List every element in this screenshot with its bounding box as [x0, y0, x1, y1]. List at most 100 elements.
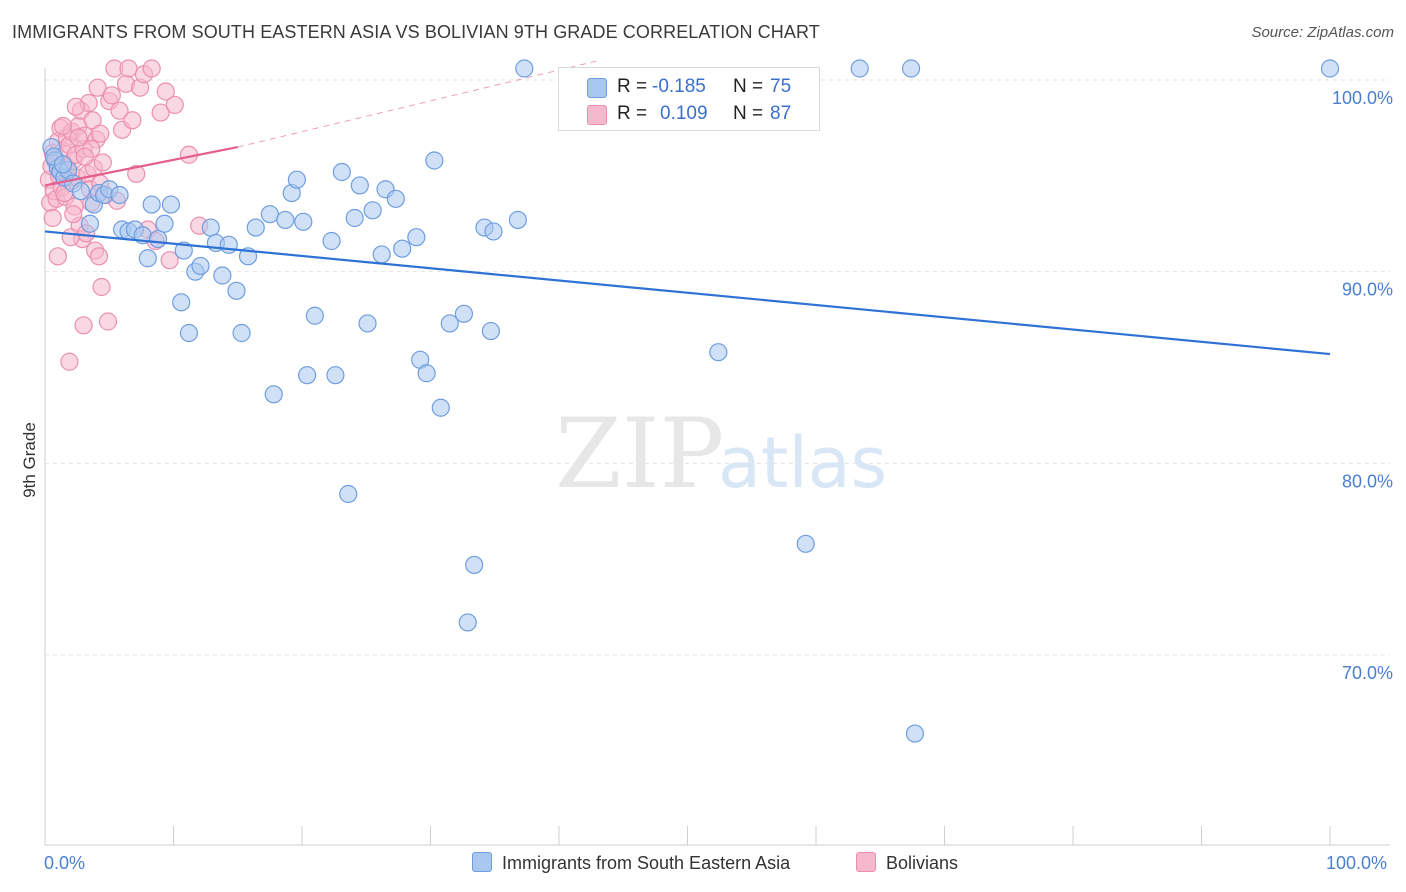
sea-point	[179, 323, 199, 343]
y-tick-label: 70.0%	[1342, 663, 1393, 683]
sea-point	[294, 212, 313, 231]
sea-point	[481, 321, 500, 341]
sea-point	[372, 245, 391, 264]
watermark: ZIP atlas	[555, 398, 887, 510]
bolivians-point	[53, 116, 73, 136]
sea-point	[350, 176, 369, 195]
sea-point	[407, 228, 426, 247]
sea-point	[227, 281, 246, 300]
legend-n-value: 87	[770, 103, 792, 124]
sea-point	[393, 239, 412, 258]
sea-point	[465, 555, 484, 575]
bolivians-point	[60, 352, 79, 371]
bolivians-point	[110, 101, 129, 120]
sea-point	[358, 314, 377, 333]
sea-point	[709, 343, 728, 362]
bolivians-point	[156, 82, 175, 101]
bolivians-point	[123, 111, 142, 130]
bottom-legend-sea: Immigrants from South Eastern Asia	[472, 852, 790, 874]
sea-trend-line	[44, 230, 1331, 356]
legend-n-label: N =	[733, 76, 764, 97]
sea-point	[219, 235, 238, 254]
sea-point	[431, 398, 450, 417]
sea-point	[454, 304, 474, 323]
y-tick-label: 80.0%	[1342, 471, 1393, 491]
sea-point	[287, 170, 306, 189]
sea-point	[142, 195, 161, 214]
bottom-legend-label-sea: Immigrants from South Eastern Asia	[502, 853, 791, 873]
trend-lines	[44, 60, 1331, 356]
bolivians-point	[102, 86, 121, 105]
sea-point	[276, 210, 295, 230]
axis-layer	[44, 68, 1390, 846]
bolivians-point	[48, 247, 67, 266]
bolivians-point	[91, 124, 110, 143]
legend-swatch-sea	[587, 78, 607, 98]
bolivians-point	[142, 59, 161, 78]
sea-point	[515, 59, 534, 78]
watermark-atlas: atlas	[718, 422, 887, 504]
bolivians-point	[61, 228, 80, 247]
legend-row-bolivians: R = 0.109 N = 87	[559, 100, 819, 128]
bolivians-point	[89, 247, 109, 266]
chart-title: IMMIGRANTS FROM SOUTH EASTERN ASIA VS BO…	[12, 22, 820, 42]
bolivians-point	[43, 208, 62, 228]
sea-point	[155, 214, 174, 233]
bolivians-trend-line	[44, 146, 238, 187]
sea-point	[246, 218, 265, 237]
y-axis-label: 9th Grade	[20, 422, 39, 498]
sea-point	[345, 208, 364, 228]
sea-point	[322, 231, 341, 251]
sea-point	[161, 195, 181, 214]
bolivians-point	[160, 251, 179, 270]
sea-point	[80, 214, 100, 233]
stats-legend: R = -0.185 N = 75 R = 0.109 N = 87	[558, 67, 820, 131]
legend-swatch-bolivians	[587, 105, 607, 125]
sea-point	[508, 210, 527, 230]
sea-point	[326, 366, 345, 385]
sea-point	[264, 385, 283, 404]
sea-point	[110, 185, 129, 205]
y-tick-labels: 70.0% 80.0% 90.0% 100.0%	[1332, 88, 1393, 683]
bottom-legend-bolivians: Bolivians	[856, 852, 958, 874]
sea-point	[363, 201, 382, 220]
sea-point	[260, 205, 279, 224]
sea-point	[850, 59, 869, 78]
sea-point	[174, 241, 193, 260]
bolivians-point	[69, 128, 88, 147]
legend-r-label: R =	[617, 103, 648, 124]
bolivians-point	[151, 103, 170, 122]
sea-point	[53, 155, 73, 174]
sea-point	[232, 323, 251, 343]
bolivians-point	[83, 111, 102, 130]
bottom-legend-swatch-bolivians	[856, 852, 876, 872]
sea-point	[298, 366, 317, 385]
bolivians-point	[93, 153, 112, 172]
source-label: Source: ZipAtlas.com	[1251, 24, 1394, 41]
sea-point	[386, 189, 405, 208]
bottom-legend-swatch-sea	[472, 852, 492, 872]
sea-point	[148, 229, 168, 249]
bolivians-point	[74, 316, 93, 335]
sea-point	[796, 534, 815, 553]
bolivians-trend-extension	[237, 60, 598, 148]
bolivians-point	[127, 164, 146, 184]
bolivians-point	[92, 277, 111, 297]
watermark-zip: ZIP	[555, 398, 724, 510]
bolivians-point	[88, 78, 107, 97]
sea-point	[417, 364, 436, 383]
sea-point	[172, 293, 191, 312]
sea-point	[201, 218, 220, 237]
sea-point	[191, 256, 210, 276]
bolivians-point	[75, 147, 94, 166]
grid-layer	[45, 79, 1390, 656]
sea-point	[332, 162, 351, 182]
bottom-legend-label-bolivians: Bolivians	[886, 853, 959, 873]
bolivians-point	[165, 95, 184, 115]
bolivians-point	[66, 97, 85, 116]
legend-r-value: 0.109	[660, 103, 708, 124]
sea-point	[458, 613, 477, 632]
y-tick-label: 100.0%	[1332, 88, 1393, 108]
bolivians-points	[39, 59, 209, 371]
sea-point	[71, 182, 91, 201]
